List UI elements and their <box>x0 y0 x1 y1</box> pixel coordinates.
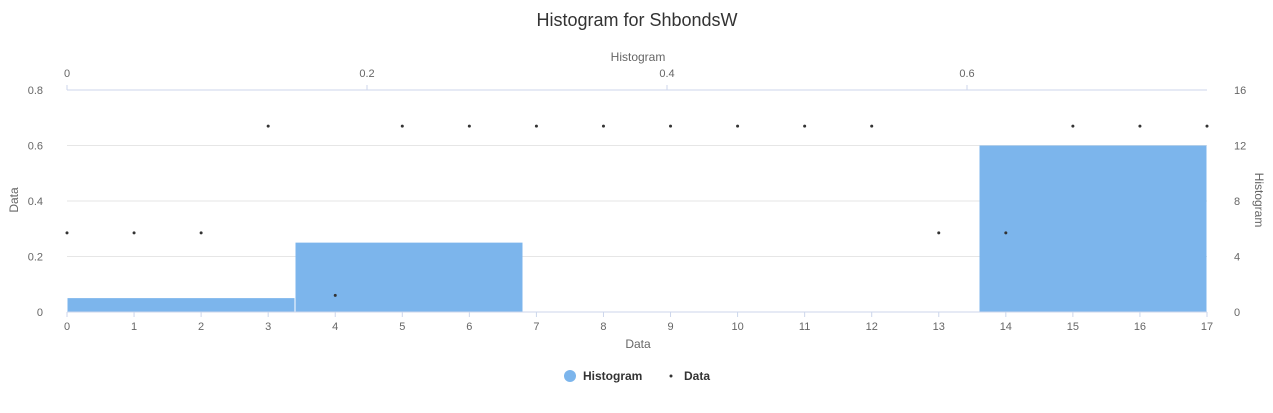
x-axis-bottom-tick-7: 7 <box>533 321 539 333</box>
y-axis-left-tick-4: 0.8 <box>28 85 43 97</box>
histogram-bar-1[interactable] <box>295 242 523 312</box>
y-axis-right-tick-3: 12 <box>1234 141 1246 153</box>
data-point-13[interactable] <box>937 231 941 235</box>
data-point-3[interactable] <box>266 124 270 128</box>
x-axis-bottom-tick-14: 14 <box>1000 321 1012 333</box>
histogram-bars <box>67 145 1207 313</box>
y-axis-right-tick-0: 0 <box>1234 307 1240 319</box>
data-point-8[interactable] <box>601 124 605 128</box>
data-point-11[interactable] <box>803 124 807 128</box>
y-axis-right: 0 4 8 12 16 <box>1234 85 1246 319</box>
legend-histogram-label: Histogram <box>583 369 642 383</box>
y-axis-right-title: Histogram <box>1252 173 1266 228</box>
y-axis-left-tick-0: 0 <box>37 307 43 319</box>
data-point-1[interactable] <box>132 231 136 235</box>
x-axis-bottom-tick-12: 12 <box>866 321 878 333</box>
chart-title: Histogram for ShbondsW <box>536 10 737 30</box>
x-axis-bottom-tick-10: 10 <box>731 321 743 333</box>
y-axis-left-title: Data <box>7 187 21 213</box>
y-axis-right-tick-2: 8 <box>1234 196 1240 208</box>
data-point-17[interactable] <box>1205 124 1209 128</box>
y-axis-left-tick-2: 0.4 <box>28 196 43 208</box>
data-point-5[interactable] <box>400 124 404 128</box>
y-axis-left-tick-1: 0.2 <box>28 252 43 264</box>
data-points <box>65 124 1209 297</box>
data-point-16[interactable] <box>1138 124 1142 128</box>
x-axis-bottom-tick-17: 17 <box>1201 321 1213 333</box>
x-axis-bottom-tick-3: 3 <box>265 321 271 333</box>
x-axis-bottom: 0 1 2 3 4 5 6 7 8 9 10 11 12 13 14 15 16 17 <box>64 311 1213 333</box>
x-axis-bottom-tick-2: 2 <box>198 321 204 333</box>
y-axis-right-tick-1: 4 <box>1234 252 1240 264</box>
histogram-bar-0[interactable] <box>67 298 295 312</box>
legend-item-histogram[interactable]: Histogram <box>564 369 642 383</box>
x-axis-bottom-tick-1: 1 <box>131 321 137 333</box>
x-axis-top-tick-1: 0.2 <box>359 68 374 80</box>
y-axis-right-tick-4: 16 <box>1234 85 1246 97</box>
y-axis-left: 0 0.2 0.4 0.6 0.8 <box>28 85 43 319</box>
data-point-4[interactable] <box>333 293 337 297</box>
legend-data-marker <box>669 374 673 378</box>
legend-histogram-marker <box>564 370 576 382</box>
x-axis-bottom-tick-8: 8 <box>600 321 606 333</box>
x-axis-bottom-title: Data <box>625 337 651 351</box>
x-axis-bottom-tick-13: 13 <box>933 321 945 333</box>
y-axis-left-tick-3: 0.6 <box>28 141 43 153</box>
data-point-12[interactable] <box>870 124 874 128</box>
data-point-9[interactable] <box>669 124 673 128</box>
data-point-15[interactable] <box>1071 124 1075 128</box>
data-point-10[interactable] <box>736 124 740 128</box>
x-axis-bottom-tick-11: 11 <box>799 321 810 333</box>
x-axis-bottom-tick-16: 16 <box>1134 321 1146 333</box>
x-axis-top-tick-0: 0 <box>64 68 70 80</box>
data-point-14[interactable] <box>1004 231 1008 235</box>
data-point-7[interactable] <box>534 124 538 128</box>
data-point-6[interactable] <box>467 124 471 128</box>
legend-data-label: Data <box>684 369 710 383</box>
x-axis-top-tick-3: 0.6 <box>959 68 974 80</box>
x-axis-top-tick-2: 0.4 <box>659 68 674 80</box>
x-axis-bottom-tick-0: 0 <box>64 321 70 333</box>
histogram-bar-4[interactable] <box>979 145 1207 313</box>
legend: Histogram Data <box>564 369 710 383</box>
x-axis-bottom-tick-9: 9 <box>667 321 673 333</box>
data-point-2[interactable] <box>199 231 203 235</box>
x-axis-top: 0 0.2 0.4 0.6 <box>64 68 1207 91</box>
x-axis-bottom-tick-6: 6 <box>466 321 472 333</box>
legend-item-data[interactable]: Data <box>669 369 711 383</box>
data-point-0[interactable] <box>65 231 69 235</box>
x-axis-bottom-tick-15: 15 <box>1067 321 1079 333</box>
x-axis-bottom-tick-5: 5 <box>399 321 405 333</box>
x-axis-bottom-tick-4: 4 <box>332 321 338 333</box>
x-axis-top-title: Histogram <box>611 50 666 64</box>
